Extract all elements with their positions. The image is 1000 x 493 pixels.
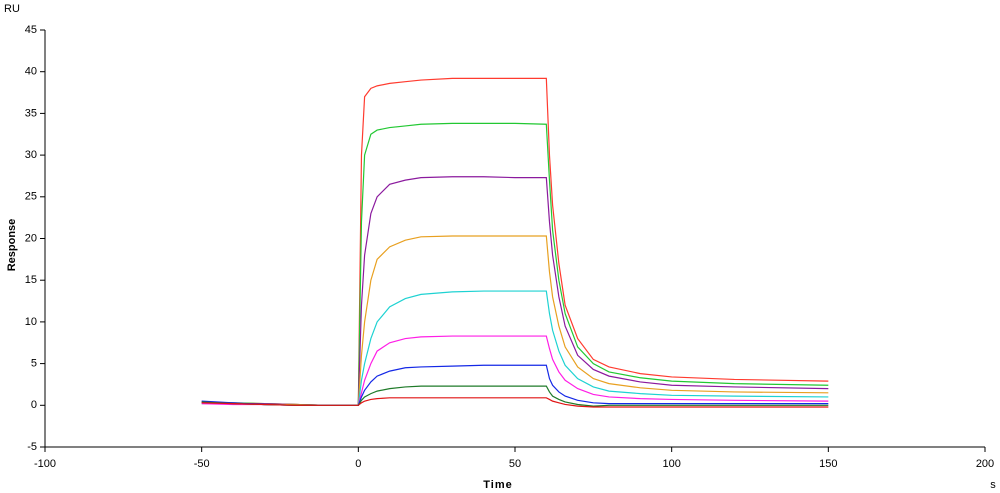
y-axis-label: Response: [6, 219, 18, 272]
y-tick-label: 45: [25, 24, 37, 36]
data-line: [201, 397, 829, 408]
x-tick-label: 0: [355, 458, 361, 470]
x-tick-label: -100: [34, 458, 56, 470]
data-line: [201, 335, 829, 406]
data-line: [201, 364, 829, 406]
y-tick-label: 15: [25, 274, 37, 286]
data-line: [201, 122, 829, 406]
y-tick-label: 40: [25, 66, 37, 78]
x-tick-label: 150: [819, 458, 837, 470]
x-tick-label: 200: [976, 458, 994, 470]
x-tick-label: -50: [194, 458, 210, 470]
data-line: [201, 290, 829, 406]
data-line: [201, 77, 829, 406]
y-tick-label: -5: [27, 441, 37, 453]
y-tick-label: 5: [31, 358, 37, 370]
y-tick-label: 20: [25, 232, 37, 244]
y-tick-label: 10: [25, 316, 37, 328]
x-unit: s: [990, 479, 996, 491]
x-tick-label: 100: [662, 458, 680, 470]
y-tick-label: 25: [25, 191, 37, 203]
x-axis-label: Time: [483, 479, 512, 491]
y-tick-label: 35: [25, 107, 37, 119]
y-tick-label: 0: [31, 399, 37, 411]
y-tick-label: 30: [25, 149, 37, 161]
y-unit: RU: [4, 3, 20, 15]
x-tick-label: 50: [509, 458, 521, 470]
